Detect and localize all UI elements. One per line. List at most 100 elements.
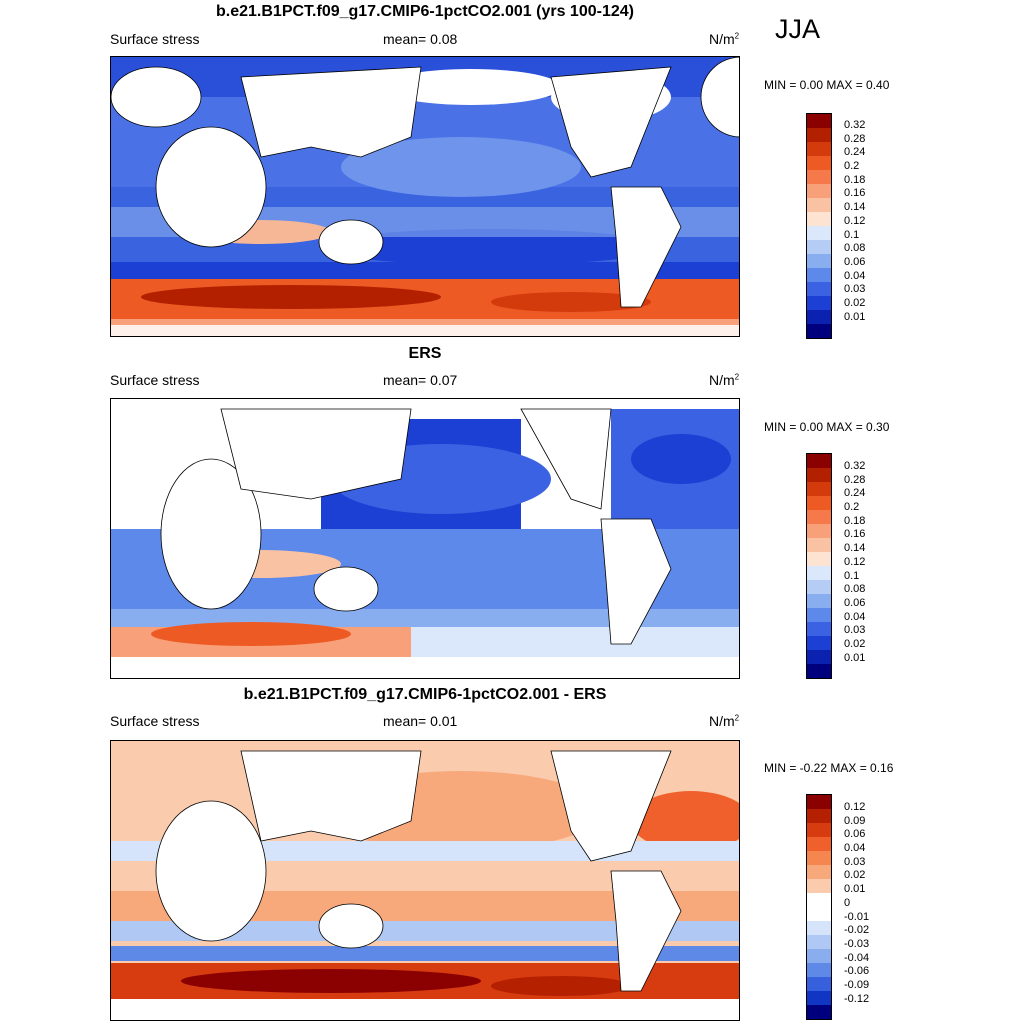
colorbar-tick-label: 0.1: [844, 569, 860, 582]
colorbar-tick-label: 0.02: [844, 637, 866, 650]
panel-3-map: [110, 740, 740, 1021]
colorbar-tick-label: 0.06: [844, 255, 866, 268]
colorbar-tick-label: 0.28: [844, 132, 866, 145]
colorbar-swatch: [807, 622, 831, 636]
colorbar-swatch: [807, 282, 831, 296]
panel-1-title: b.e21.B1PCT.f09_g17.CMIP6-1pctCO2.001 (y…: [216, 3, 634, 20]
colorbar-tick-label: 0.01: [844, 883, 866, 896]
panel-3-units: N/m2: [709, 713, 740, 729]
colorbar-swatch: [807, 324, 831, 338]
colorbar-swatch: [807, 935, 831, 949]
colorbar-swatch: [807, 496, 831, 510]
colorbar-swatch: [807, 851, 831, 865]
colorbar-swatch: [807, 865, 831, 879]
colorbar-tick-label: 0.02: [844, 296, 866, 309]
colorbar-tick-label: 0.2: [844, 501, 860, 514]
colorbar-swatch: [807, 226, 831, 240]
colorbar-swatch: [807, 921, 831, 935]
colorbar-swatch: [807, 566, 831, 580]
colorbar-tick-label: 0.32: [844, 460, 866, 472]
colorbar-swatch: [807, 128, 831, 142]
colorbar-swatch: [807, 795, 831, 809]
colorbar-swatch: [807, 454, 831, 468]
colorbar-tick-label: 0.03: [844, 283, 866, 296]
colorbar-tick-label: -0.01: [844, 910, 870, 923]
panel-2-units: N/m2: [709, 372, 740, 388]
colorbar-tick-label: 0.18: [844, 173, 866, 186]
colorbar-tick-label: 0.06: [844, 596, 866, 609]
panel-1-variable: Surface stress: [110, 31, 200, 47]
panel-2-minmax: MIN = 0.00 MAX = 0.30: [764, 420, 890, 434]
colorbar-tick-label: 0.09: [844, 814, 866, 827]
colorbar-tick-label: -0.12: [844, 992, 870, 1005]
colorbar-swatch: [807, 636, 831, 650]
season-label: JJA: [775, 14, 821, 44]
panel-3-colorbar: [806, 794, 832, 1020]
colorbar-swatch: [807, 809, 831, 823]
colorbar-swatch: [807, 198, 831, 212]
colorbar-swatch: [807, 170, 831, 184]
colorbar-tick-label: 0.12: [844, 801, 866, 813]
colorbar-swatch: [807, 907, 831, 921]
colorbar-tick-label: 0.03: [844, 624, 866, 637]
colorbar-tick-label: 0.1: [844, 228, 860, 241]
colorbar-tick-label: -0.09: [844, 978, 870, 991]
colorbar-tick-label: 0.16: [844, 187, 866, 200]
colorbar-tick-label: 0.06: [844, 828, 866, 841]
colorbar-tick-label: 0.24: [844, 146, 866, 159]
colorbar-swatch: [807, 510, 831, 524]
colorbar-swatch: [807, 310, 831, 324]
panel-2-colorbar: [806, 453, 832, 679]
panel-3-title: b.e21.B1PCT.f09_g17.CMIP6-1pctCO2.001 - …: [243, 686, 607, 703]
colorbar-swatch: [807, 837, 831, 851]
colorbar-tick-label: 0.14: [844, 201, 866, 214]
colorbar-swatch: [807, 254, 831, 268]
colorbar-swatch: [807, 650, 831, 664]
colorbar-tick-label: 0.12: [844, 214, 866, 227]
colorbar-tick-label: 0.04: [844, 610, 866, 623]
colorbar-swatch: [807, 823, 831, 837]
colorbar-swatch: [807, 268, 831, 282]
colorbar-swatch: [807, 949, 831, 963]
panel-3-colorbar-ticks: 0.12 0.09 0.06 0.04 0.03 0.02 0.01 0 -0.01 -0.02-…: [844, 801, 869, 1006]
colorbar-tick-label: 0.04: [844, 269, 866, 282]
panel-1-map: [110, 56, 740, 337]
colorbar-swatch: [807, 240, 831, 254]
colorbar-tick-label: 0.18: [844, 514, 866, 527]
colorbar-swatch: [807, 468, 831, 482]
colorbar-swatch: [807, 538, 831, 552]
colorbar-swatch: [807, 156, 831, 170]
colorbar-tick-label: 0.12: [844, 555, 866, 568]
colorbar-tick-label: -0.06: [844, 965, 870, 978]
panel-2-mean: mean= 0.07: [383, 372, 458, 388]
panel-2-map: [110, 398, 740, 679]
panel-3-variable: Surface stress: [110, 713, 200, 729]
colorbar-swatch: [807, 664, 831, 678]
colorbar-swatch: [807, 142, 831, 156]
colorbar-swatch: [807, 482, 831, 496]
colorbar-tick-label: 0.02: [844, 869, 866, 882]
panel-1-mean: mean= 0.08: [383, 31, 458, 47]
colorbar-swatch: [807, 212, 831, 226]
colorbar-tick-label: 0.16: [844, 528, 866, 541]
panel-1-minmax: MIN = 0.00 MAX = 0.40: [764, 78, 890, 92]
colorbar-tick-label: 0.28: [844, 473, 866, 486]
panel-3-mean: mean= 0.01: [383, 713, 458, 729]
panel-2-title: ERS: [408, 345, 442, 362]
panel-2-colorbar-ticks: 0.32 0.28 0.24 0.2 0.18 0.16 0.14 0.12 0.1 0.08 0.…: [844, 460, 865, 665]
colorbar-swatch: [807, 608, 831, 622]
colorbar-tick-label: 0.01: [844, 651, 866, 664]
colorbar-tick-label: 0.24: [844, 487, 866, 500]
colorbar-swatch: [807, 893, 831, 907]
panel-1-colorbar-ticks: 0.32 0.28 0.24 0.2 0.18 0.16 0.14 0.12 0.1 0.08 0.…: [844, 119, 865, 324]
colorbar-tick-label: 0.04: [844, 842, 866, 855]
colorbar-swatch: [807, 594, 831, 608]
colorbar-swatch: [807, 991, 831, 1005]
panel-2-variable: Surface stress: [110, 372, 200, 388]
colorbar-swatch: [807, 879, 831, 893]
colorbar-tick-label: 0.2: [844, 160, 860, 173]
colorbar-swatch: [807, 1005, 831, 1019]
colorbar-swatch: [807, 296, 831, 310]
colorbar-swatch: [807, 524, 831, 538]
colorbar-swatch: [807, 977, 831, 991]
